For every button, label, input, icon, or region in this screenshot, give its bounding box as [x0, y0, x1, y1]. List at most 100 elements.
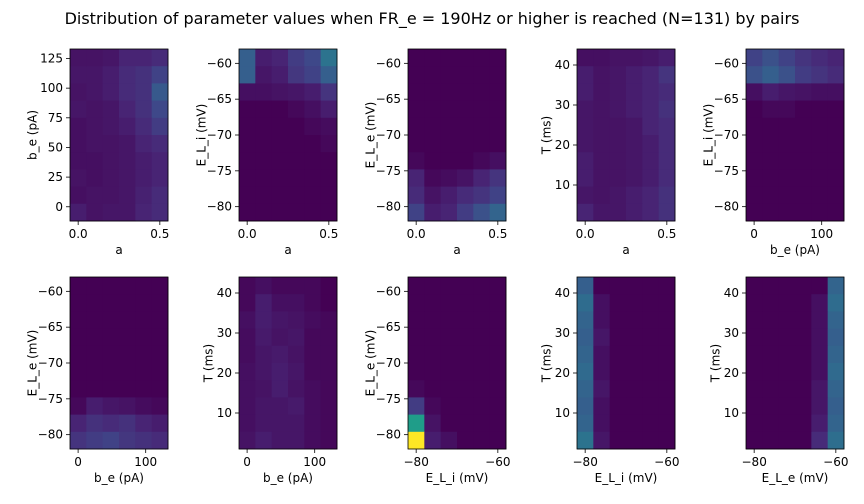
heatmap-cell: [593, 431, 611, 450]
heatmap-cell: [304, 345, 322, 364]
heatmap-cell: [424, 294, 442, 312]
heatmap-cell: [811, 380, 829, 398]
y-tick-label: −65: [207, 92, 232, 106]
heatmap-cell: [288, 311, 305, 329]
heatmap-cell: [255, 414, 273, 433]
y-tick-label: −70: [38, 356, 63, 370]
heatmap-cell: [271, 311, 289, 329]
y-tick-label: 20: [724, 366, 739, 380]
heatmap-cell: [593, 397, 611, 415]
heatmap-cell: [827, 83, 845, 101]
heatmap-cell: [746, 135, 763, 153]
heatmap-cell: [102, 397, 120, 415]
heatmap-cell: [658, 414, 676, 433]
y-tick-label: 30: [555, 326, 570, 340]
heatmap-panel-4: 0.0 0.5 10 20 30 40 a T (ms): [540, 48, 676, 257]
heatmap-cell: [271, 203, 289, 222]
heatmap-cell: [811, 397, 829, 415]
heatmap-cell: [151, 203, 169, 222]
heatmap-cell: [424, 431, 442, 450]
heatmap-cell: [288, 328, 305, 347]
heatmap-cell: [658, 186, 676, 205]
heatmap-cell: [424, 345, 442, 364]
heatmap-cell: [151, 380, 169, 398]
heatmap-cell: [102, 277, 120, 295]
heatmap-cell: [642, 203, 660, 222]
heatmap-cell: [135, 186, 153, 205]
heatmap-cell: [762, 117, 780, 136]
heatmap-cell: [457, 311, 474, 329]
axes-frame: [69, 48, 169, 222]
y-tick-label: 10: [724, 406, 739, 420]
x-tick-label: −80: [404, 455, 429, 469]
heatmap-cell: [408, 363, 425, 381]
heatmap-cell: [70, 363, 87, 381]
heatmap-cell: [408, 152, 425, 170]
heatmap-cell: [408, 186, 425, 205]
heatmap-cell: [811, 186, 829, 205]
heatmap-cell: [658, 169, 676, 187]
heatmap-cell: [440, 117, 458, 136]
heatmap-cell: [440, 397, 458, 415]
heatmap-cell: [778, 203, 796, 222]
heatmap-cell: [778, 169, 796, 187]
heatmap-cell: [811, 83, 829, 101]
heatmap-cell: [609, 397, 627, 415]
heatmap-cell: [408, 66, 425, 84]
heatmap-cell: [70, 311, 87, 329]
heatmap-cell: [658, 328, 676, 347]
heatmap-cell: [489, 414, 507, 433]
y-tick-label: −75: [376, 164, 401, 178]
heatmap-cell: [593, 66, 611, 84]
heatmap-cell: [626, 277, 643, 295]
heatmap-cell: [778, 328, 796, 347]
y-tick-label: 30: [217, 326, 232, 340]
y-tick-label: −70: [714, 128, 739, 142]
heatmap-cell: [239, 294, 256, 312]
heatmap-cell: [827, 169, 845, 187]
heatmap-cell: [408, 83, 425, 101]
heatmap-cell: [440, 186, 458, 205]
heatmap-cell: [70, 380, 87, 398]
y-tick-label: 40: [555, 286, 570, 300]
y-axis-label: b_e (pA): [25, 110, 39, 160]
heatmap-cell: [320, 49, 338, 67]
heatmap-cell: [86, 100, 104, 119]
heatmap-cell: [304, 363, 322, 381]
heatmap-cell: [424, 117, 442, 136]
y-tick-label: −75: [376, 392, 401, 406]
heatmap-cell: [304, 169, 322, 187]
heatmap-cell: [795, 169, 812, 187]
heatmap-cell: [320, 311, 338, 329]
heatmap-cell: [778, 380, 796, 398]
heatmap-cell: [626, 294, 643, 312]
heatmap-cell: [86, 345, 104, 364]
heatmap-cell: [746, 100, 763, 119]
heatmap-cell: [135, 135, 153, 153]
x-tick-label: 0.0: [69, 227, 88, 241]
heatmap-cell: [440, 100, 458, 119]
heatmap-cell: [135, 83, 153, 101]
heatmap-cell: [626, 311, 643, 329]
heatmap-cell: [642, 152, 660, 170]
heatmap-cell: [778, 294, 796, 312]
heatmap-cell: [577, 83, 594, 101]
heatmap-cell: [457, 203, 474, 222]
heatmap-cell: [762, 345, 780, 364]
heatmap-cell: [473, 397, 491, 415]
heatmap-cell: [320, 66, 338, 84]
heatmap-cell: [424, 186, 442, 205]
heatmap-cell: [408, 431, 425, 450]
x-axis-label: b_e (pA): [94, 471, 144, 485]
heatmap-cell: [489, 49, 507, 67]
heatmap-cell: [320, 100, 338, 119]
heatmap-cell: [119, 380, 136, 398]
heatmap-cell: [119, 397, 136, 415]
heatmap-cell: [86, 277, 104, 295]
heatmap-cell: [86, 311, 104, 329]
heatmap-cell: [239, 117, 256, 136]
y-tick-label: −70: [207, 128, 232, 142]
heatmap-cell: [424, 152, 442, 170]
y-axis-label: E_L_e (mV): [363, 102, 377, 169]
y-tick-label: −80: [38, 428, 63, 442]
